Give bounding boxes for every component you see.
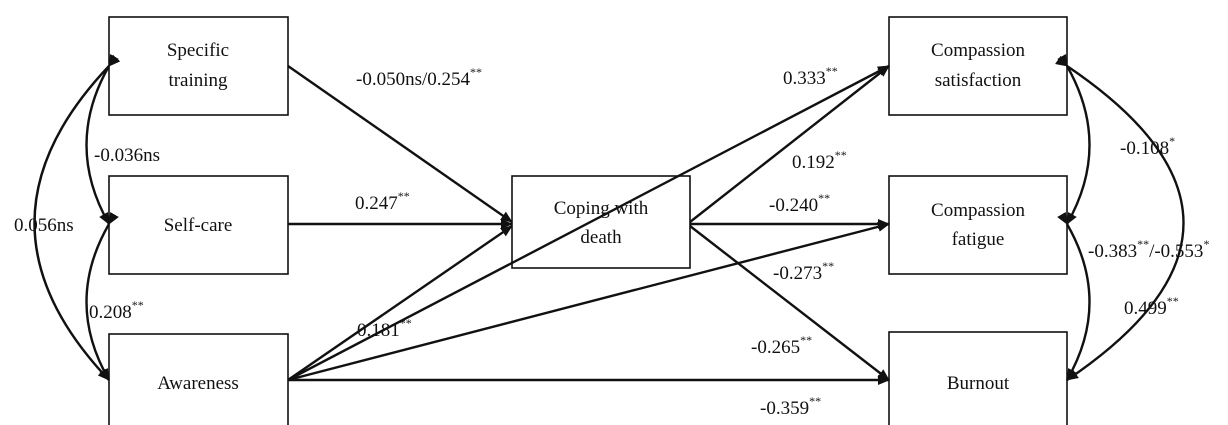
svg-text:0.192**: 0.192** (792, 148, 847, 173)
coef-coping-to-fatigue: -0.240** (769, 191, 830, 216)
node-label: Burnout (947, 373, 1010, 394)
covariance-satisfaction-fatigue (1057, 53, 1091, 225)
coef-significance: ** (400, 316, 412, 330)
coef-significance: ** (1167, 294, 1179, 308)
coef-significance: ** (818, 191, 830, 205)
node-label: death (580, 227, 622, 248)
coef-value: 0.181 (357, 320, 400, 341)
svg-text:0.181**: 0.181** (357, 316, 412, 341)
coef-value: 0.208 (89, 302, 132, 323)
node-compassion-satisfaction: Compassion satisfaction (888, 16, 1068, 116)
coef-significance: ** (800, 333, 812, 347)
svg-text:0.056ns: 0.056ns (14, 215, 74, 236)
coef-significance: ** (470, 65, 482, 79)
coef-satisfaction-burnout: -0.383**/-0.553* (1088, 237, 1209, 262)
coef-value: -0.265 (751, 337, 800, 358)
coef-awareness-to-burnout: -0.359** (760, 394, 821, 419)
coef-significance: ** (1137, 237, 1149, 251)
coef-selfcare-awareness: 0.208** (89, 298, 144, 323)
node-compassion-fatigue: Compassion fatigue (888, 175, 1068, 275)
path-coping-to-burnout (689, 225, 890, 381)
coef-awareness-to-coping: 0.181** (357, 316, 412, 341)
coef-coping-to-satisfaction: 0.333** (783, 64, 838, 89)
svg-text:-0.265**: -0.265** (751, 333, 812, 358)
svg-text:-0.108*: -0.108* (1120, 134, 1175, 159)
coef-awareness-to-fatigue: -0.273** (773, 259, 834, 284)
coef-value: -0.036ns (94, 145, 160, 166)
coef-value-secondary: /-0.553 (1149, 241, 1203, 262)
coef-value: -0.383 (1088, 241, 1137, 262)
node-label: Compassion (931, 200, 1025, 221)
path-awareness-to-fatigue (287, 221, 890, 382)
node-label: Compassion (931, 40, 1025, 61)
coef-selfcare-to-coping: 0.247** (355, 189, 410, 214)
node-label: fatigue (952, 229, 1005, 250)
coef-value: -0.273 (773, 263, 822, 284)
coef-specific-selfcare: -0.036ns (94, 145, 160, 166)
coef-awareness-to-satisfaction: 0.192** (792, 148, 847, 173)
coef-value: 0.247 (355, 193, 398, 214)
coef-specific-awareness: 0.056ns (14, 215, 74, 236)
svg-text:0.333**: 0.333** (783, 64, 838, 89)
coef-value: 0.192 (792, 152, 835, 173)
node-label: Self-care (164, 215, 233, 236)
node-label: training (168, 70, 228, 91)
coef-value: -0.050ns/0.254 (356, 69, 471, 90)
node-label: Specific (167, 40, 229, 61)
coef-value: -0.359 (760, 398, 809, 419)
covariance-specific-awareness (33, 54, 121, 381)
coef-significance: ** (809, 394, 821, 408)
covariance-satisfaction-burnout (1055, 55, 1185, 381)
svg-text:0.247**: 0.247** (355, 189, 410, 214)
coef-coping-to-burnout: -0.265** (751, 333, 812, 358)
node-label: Awareness (157, 373, 239, 394)
svg-text:-0.273**: -0.273** (773, 259, 834, 284)
covariance-fatigue-burnout (1057, 211, 1091, 381)
coef-significance: ** (132, 298, 144, 312)
coef-significance: ** (826, 64, 838, 78)
coef-significance: ** (398, 189, 410, 203)
coef-significance: ** (835, 148, 847, 162)
path-specific-to-coping (287, 65, 513, 223)
node-awareness: Awareness (108, 333, 289, 425)
coef-value: -0.240 (769, 195, 818, 216)
path-awareness-to-satisfaction (287, 64, 890, 382)
svg-text:0.208**: 0.208** (89, 298, 144, 323)
path-coping-to-satisfaction (689, 65, 890, 223)
coef-satisfaction-fatigue: -0.108* (1120, 134, 1175, 159)
coef-value: 0.499 (1124, 298, 1167, 319)
coef-specific-to-coping: -0.050ns/0.254** (356, 65, 482, 90)
coef-value: 0.056ns (14, 215, 74, 236)
svg-text:-0.036ns: -0.036ns (94, 145, 160, 166)
coef-significance: * (1169, 134, 1175, 148)
node-burnout: Burnout (888, 331, 1068, 425)
node-self-care: Self-care (108, 175, 289, 275)
svg-text:-0.050ns/0.254**: -0.050ns/0.254** (356, 65, 482, 90)
coef-value: -0.108 (1120, 138, 1169, 159)
svg-text:-0.359**: -0.359** (760, 394, 821, 419)
node-coping-with-death: Coping with death (511, 175, 691, 269)
coef-fatigue-burnout: 0.499** (1124, 294, 1179, 319)
node-label: satisfaction (935, 70, 1022, 91)
svg-text:0.499**: 0.499** (1124, 294, 1179, 319)
path-awareness-to-coping (287, 225, 513, 381)
coef-significance-secondary: * (1203, 237, 1209, 251)
coef-value: 0.333 (783, 68, 826, 89)
svg-text:-0.240**: -0.240** (769, 191, 830, 216)
svg-text:-0.383**/-0.553*: -0.383**/-0.553* (1088, 237, 1209, 262)
coef-significance: ** (822, 259, 834, 273)
node-specific-training: Specific training (108, 16, 289, 116)
